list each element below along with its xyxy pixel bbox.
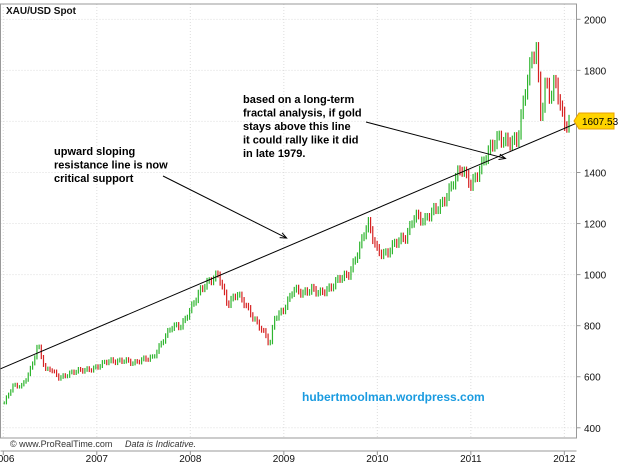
chart-grid xyxy=(0,4,577,438)
x-tick-label: 2012 xyxy=(553,454,576,465)
x-tick-label: 2011 xyxy=(460,454,482,465)
annotation-line: upward sloping xyxy=(54,146,135,158)
footer-note: Data is Indicative. xyxy=(125,439,196,449)
arrow-head xyxy=(498,153,507,160)
annotation-line: based on a long-term xyxy=(243,94,354,106)
annotation-line: fractal analysis, if gold xyxy=(243,108,362,120)
y-tick-label: 1200 xyxy=(584,220,607,231)
annotation-line: critical support xyxy=(54,173,134,185)
last-price-badge: 1607.53 xyxy=(573,112,619,130)
y-tick-label: 600 xyxy=(584,373,601,384)
x-tick-label: 2010 xyxy=(366,454,389,465)
annotation-line: stays above this line xyxy=(243,121,351,133)
arrow-head xyxy=(279,232,288,239)
x-tick-label: 2007 xyxy=(86,454,109,465)
y-tick-label: 1800 xyxy=(584,66,607,77)
price-series xyxy=(3,42,570,405)
x-tick-label: 2008 xyxy=(179,454,202,465)
annotation-line: in late 1979. xyxy=(243,148,305,160)
trendline xyxy=(0,122,577,370)
resistance-trendline xyxy=(0,122,577,370)
annotation-arrows xyxy=(162,121,507,239)
y-tick-label: 800 xyxy=(584,322,601,333)
watermark: hubertmoolman.wordpress.com xyxy=(302,390,485,404)
last-price-value: 1607.53 xyxy=(582,117,619,128)
annotation-line: resistance line is now xyxy=(54,160,168,172)
annotation-line: it could rally like it did xyxy=(243,135,359,147)
x-tick-label: 2009 xyxy=(273,454,296,465)
y-axis: 400600800100012001400160018002000 xyxy=(576,15,607,435)
y-tick-label: 1400 xyxy=(584,168,607,179)
y-tick-label: 1000 xyxy=(584,271,607,282)
chart-title: XAU/USD Spot xyxy=(6,6,77,17)
x-tick-label: 2006 xyxy=(0,454,15,465)
y-tick-label: 2000 xyxy=(584,15,607,26)
y-tick-label: 400 xyxy=(584,424,601,435)
footer-source: © www.ProRealTime.com xyxy=(10,439,112,449)
annotation-arrow xyxy=(365,121,506,159)
x-axis: 2006 2007 2008 2009 2010 2011 2012 xyxy=(0,450,577,465)
annotation-arrow xyxy=(162,175,287,239)
last-price-marker xyxy=(573,112,615,130)
annotations: upward sloping resistance line is nowcrit… xyxy=(54,94,362,185)
plot-area xyxy=(0,3,577,439)
